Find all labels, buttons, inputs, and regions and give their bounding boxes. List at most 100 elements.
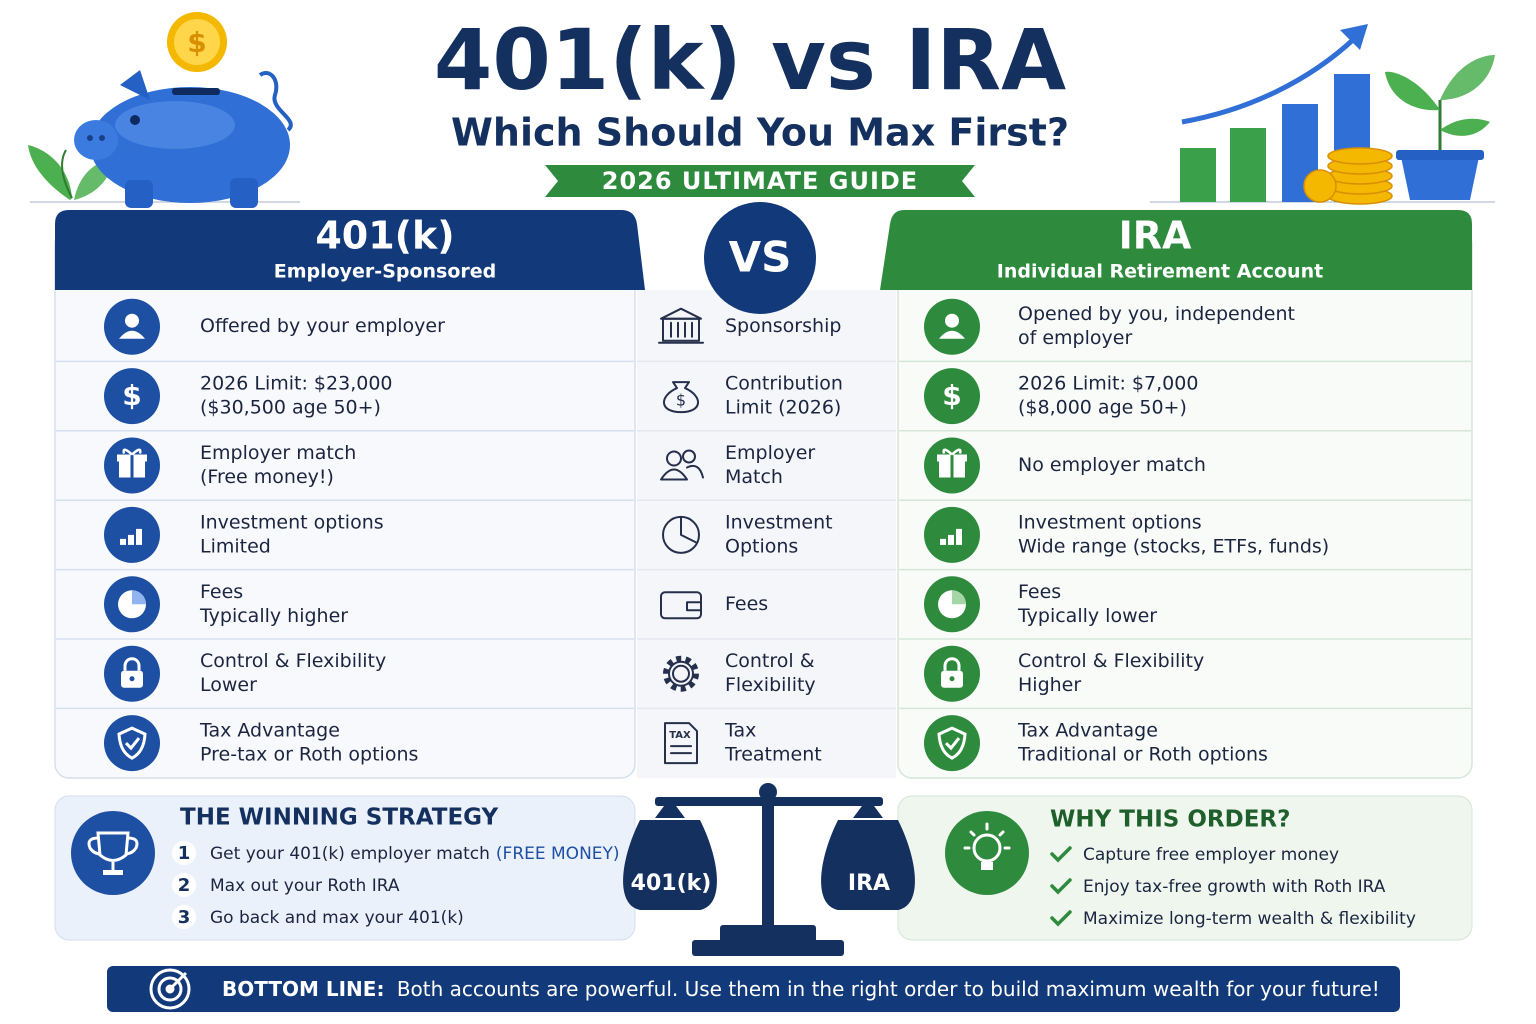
why-title: WHY THIS ORDER? [1050, 807, 1290, 833]
row-text: Lower [200, 674, 257, 696]
row-text: ($8,000 age 50+) [1018, 397, 1187, 419]
right-icon [924, 437, 980, 494]
row-text: Tax Advantage [199, 720, 340, 742]
middle-column [637, 290, 896, 778]
subtitle: Which Should You Max First? [451, 111, 1069, 155]
comparison-row: Investment optionsLimitedInvestmentOptio… [56, 499, 1471, 563]
step-main: Go back and max your 401(k) [210, 908, 464, 928]
strategy-steps: 1 Get your 401(k) employer match (FREE MON… [172, 841, 620, 929]
badge: 2026 ULTIMATE GUIDE [545, 165, 975, 197]
row-text: (Free money!) [200, 466, 334, 488]
row-text: Treatment [724, 744, 822, 766]
middle-icon [660, 449, 704, 481]
row-text: Flexibility [725, 674, 816, 696]
coin-symbol: $ [187, 26, 206, 59]
step-note: (FREE MONEY) [496, 844, 620, 864]
row-text: Fees [200, 581, 243, 603]
target-icon [149, 968, 191, 1010]
left-icon [104, 437, 160, 494]
row-text: of employer [1018, 327, 1132, 349]
row-text: No employer match [1018, 454, 1206, 476]
badge-text: 2026 ULTIMATE GUIDE [602, 167, 918, 195]
row-text: Tax Advantage [1017, 720, 1158, 742]
left-header [55, 210, 645, 290]
row-text: Fees [1018, 581, 1061, 603]
why-item: Enjoy tax-free growth with Roth IRA [1083, 877, 1386, 897]
middle-icon [658, 307, 704, 344]
strategy-title: THE WINNING STRATEGY [180, 805, 499, 831]
check-icon [1050, 878, 1072, 895]
row-text: Limit (2026) [725, 397, 841, 419]
row-text: 2026 Limit: $23,000 [200, 373, 393, 395]
middle-icon [660, 591, 702, 620]
comparison-row: Employer match(Free money!) EmployerMatch… [56, 430, 1471, 494]
row-text: Control & Flexibility [1018, 650, 1204, 672]
row-text: Tax [724, 720, 756, 742]
middle-icon: TAX [664, 722, 698, 765]
row-text: Opened by you, independent [1018, 303, 1295, 325]
step-number: 2 [178, 875, 191, 896]
bottom-line: BOTTOM LINE: Both accounts are powerful.… [222, 977, 1380, 1001]
why-item: Maximize long-term wealth & flexibility [1083, 909, 1416, 929]
icon-circle [104, 715, 160, 772]
step-number: 1 [178, 843, 191, 864]
row-text: Contribution [725, 373, 843, 395]
left-title: 401(k) [315, 214, 454, 258]
left-subtitle: Employer-Sponsored [274, 261, 497, 283]
step-number: 3 [178, 907, 191, 928]
growth-illustration [1150, 24, 1495, 205]
right-icon [924, 645, 980, 702]
row-text: Investment options [200, 511, 384, 533]
left-icon [104, 576, 160, 633]
right-title: IRA [1119, 214, 1192, 258]
icon-symbol: $ [676, 391, 686, 410]
row-text: Investment options [1018, 511, 1202, 533]
row-text: 2026 Limit: $7,000 [1018, 373, 1198, 395]
row-text: Control & [725, 650, 815, 672]
bottom-bar [107, 966, 1400, 1012]
left-icon: $ [104, 368, 160, 425]
icon-circle [924, 715, 980, 772]
row-text: Employer match [200, 442, 356, 464]
row-text: Fees [725, 593, 768, 615]
icon-symbol: $ [122, 379, 141, 412]
step-badge [172, 905, 196, 929]
row-text: Control & Flexibility [200, 650, 386, 672]
comparison-rows: Offered by your employer Sponsorship Opene… [56, 298, 1471, 772]
trophy-icon [71, 811, 155, 895]
step-main: Max out your Roth IRA [210, 876, 400, 896]
bottom-line-text: Both accounts are powerful. Use them in … [397, 977, 1380, 1001]
row-text: Match [725, 466, 783, 488]
left-icon [104, 298, 160, 355]
bottom-line-label: BOTTOM LINE: [222, 977, 384, 1001]
step-badge [172, 841, 196, 865]
row-text: Sponsorship [725, 315, 841, 337]
why-items: Capture free employer money Enjoy tax-fre… [1050, 845, 1416, 929]
right-header [880, 210, 1472, 290]
piggy-bank-illustration: $ [28, 12, 300, 208]
why-item: Capture free employer money [1083, 845, 1339, 865]
main-title: 401(k) vs IRA [434, 11, 1066, 109]
middle-icon: $ [663, 381, 699, 414]
row-text: Wide range (stocks, ETFs, funds) [1018, 535, 1329, 557]
left-icon [104, 645, 160, 702]
check-icon [1050, 846, 1072, 863]
row-text: Employer [725, 442, 815, 464]
comparison-row: Offered by your employer Sponsorship Opene… [104, 298, 1295, 355]
row-text: Typically lower [1017, 605, 1157, 627]
step-text: Go back and max your 401(k) [210, 908, 464, 928]
right-subtitle: Individual Retirement Account [997, 261, 1323, 283]
left-icon [104, 506, 160, 563]
right-icon [924, 576, 980, 633]
bulb-icon [945, 811, 1029, 895]
icon-circle [104, 368, 160, 425]
row-text: Typically higher [199, 605, 348, 627]
balance-scale: 401(k) IRA [623, 783, 915, 956]
step-badge [172, 873, 196, 897]
step-text: Max out your Roth IRA [210, 876, 400, 896]
right-icon [924, 298, 980, 355]
